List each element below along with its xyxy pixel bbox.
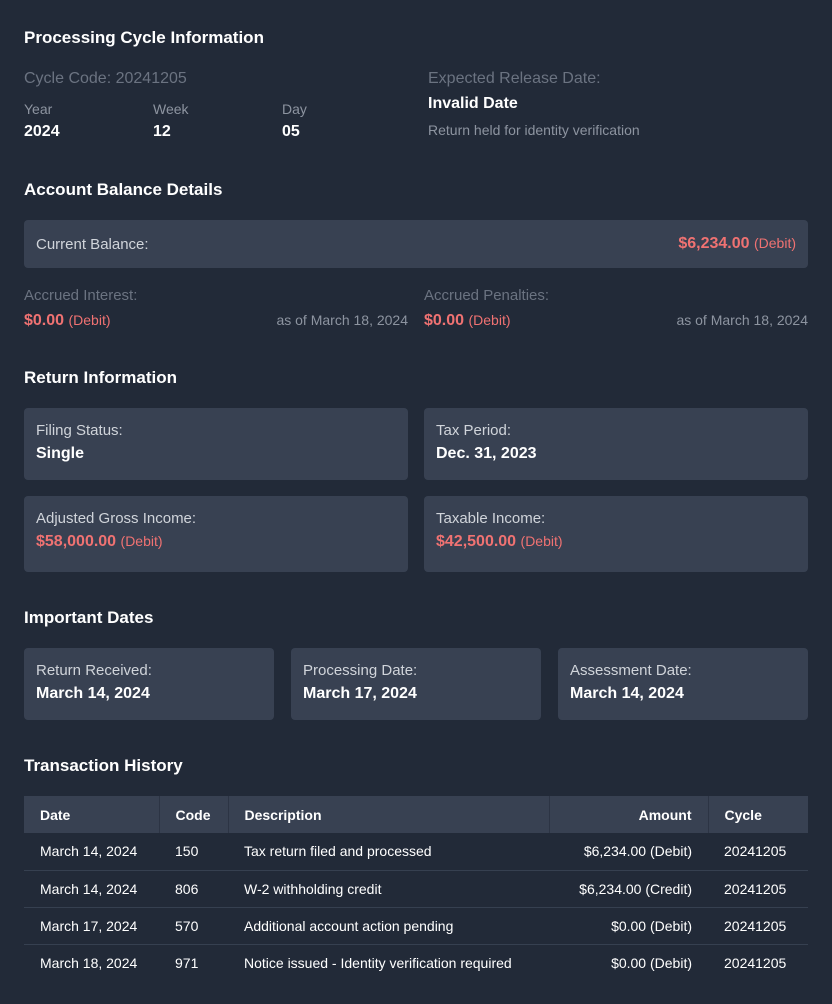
taxable-income-card: Taxable Income: $42,500.00 (Debit) (424, 496, 808, 572)
cell-date: March 17, 2024 (24, 906, 159, 944)
current-balance-label: Current Balance: (36, 235, 149, 253)
current-balance-value: $6,234.00 (678, 235, 750, 252)
current-balance-card: Current Balance: $6,234.00 (Debit) (24, 220, 808, 268)
accrued-interest-tag: (Debit) (68, 312, 111, 328)
accrued-penalties-tag: (Debit) (468, 312, 511, 328)
column-header-cycle[interactable]: Cycle (707, 796, 808, 833)
table-row: March 17, 2024 570 Additional account ac… (24, 906, 808, 944)
day-value: 05 (282, 123, 300, 140)
table-row: March 14, 2024 150 Tax return filed and … (24, 833, 808, 870)
section-title-transaction-history: Transaction History (24, 756, 183, 775)
accrued-penalties-amount: $0.00 (Debit) (424, 312, 511, 330)
cell-cycle: 20241205 (708, 943, 808, 981)
cell-cycle: 20241205 (724, 843, 787, 860)
cell-date: March 18, 2024 (24, 943, 159, 981)
processing-date-label: Processing Date: (303, 662, 418, 679)
cycle-year: Year 2024 (24, 101, 60, 141)
agi-amount: $58,000.00 (Debit) (36, 533, 396, 551)
cell-description: Tax return filed and processed (244, 843, 432, 860)
section-title-important-dates: Important Dates (24, 608, 154, 627)
assessment-date-value: March 14, 2024 (570, 685, 684, 702)
agi-label: Adjusted Gross Income: (36, 510, 197, 527)
cell-date: March 14, 2024 (40, 843, 138, 860)
agi-value: $58,000.00 (36, 533, 117, 550)
tax-period-label: Tax Period: (436, 422, 512, 439)
cell-code: 971 (159, 943, 228, 981)
accrued-interest-asof: as of March 18, 2024 (276, 312, 408, 328)
agi-card: Adjusted Gross Income: $58,000.00 (Debit… (24, 496, 408, 572)
release-date-label: Expected Release Date: (428, 70, 601, 87)
tax-period-card: Tax Period: Dec. 31, 2023 (424, 408, 808, 480)
cell-code: 570 (159, 906, 228, 944)
taxable-income-amount: $42,500.00 (Debit) (436, 533, 796, 551)
transaction-table: Date Code Description Amount Cycle March… (24, 796, 808, 981)
cell-code: 806 (159, 869, 228, 907)
assessment-date-card: Assessment Date: March 14, 2024 (558, 648, 808, 720)
year-value: 2024 (24, 123, 60, 140)
accrued-penalties-value: $0.00 (424, 312, 465, 329)
column-header-date[interactable]: Date (24, 796, 159, 833)
table-row: March 18, 2024 971 Notice issued - Ident… (24, 943, 808, 981)
cycle-week: Week 12 (153, 101, 189, 141)
section-title-return-information: Return Information (24, 368, 177, 387)
cell-amount: $6,234.00 (Credit) (549, 869, 708, 907)
current-balance-tag: (Debit) (753, 235, 796, 251)
cell-description: Additional account action pending (228, 906, 549, 944)
section-title-account-balance: Account Balance Details (24, 180, 223, 199)
day-label: Day (282, 101, 307, 117)
cycle-day: Day 05 (282, 101, 307, 141)
accrued-penalties: Accrued Penalties: $0.00 (Debit) as of M… (424, 287, 808, 330)
filing-status-card: Filing Status: Single (24, 408, 408, 480)
release-date-value: Invalid Date (428, 95, 518, 112)
accrued-interest: Accrued Interest: $0.00 (Debit) as of Ma… (24, 287, 408, 330)
year-label: Year (24, 101, 53, 117)
section-title-processing-cycle: Processing Cycle Information (24, 28, 264, 47)
accrued-interest-value: $0.00 (24, 312, 65, 329)
column-header-amount[interactable]: Amount (548, 796, 708, 833)
tax-period-value: Dec. 31, 2023 (436, 445, 537, 462)
week-label: Week (153, 101, 189, 117)
release-date-note: Return held for identity verification (428, 122, 640, 138)
processing-date-card: Processing Date: March 17, 2024 (291, 648, 541, 720)
week-value: 12 (153, 123, 171, 140)
taxable-income-tag: (Debit) (520, 533, 563, 549)
agi-tag: (Debit) (120, 533, 163, 549)
filing-status-value: Single (36, 445, 85, 462)
column-header-description[interactable]: Description (227, 796, 549, 833)
return-received-value: March 14, 2024 (36, 685, 150, 702)
table-row: March 14, 2024 806 W-2 withholding credi… (24, 869, 808, 907)
accrued-interest-amount: $0.00 (Debit) (24, 312, 111, 330)
taxable-income-label: Taxable Income: (436, 510, 546, 527)
accrued-penalties-asof: as of March 18, 2024 (676, 312, 808, 328)
cell-cycle: 20241205 (708, 906, 808, 944)
accrued-penalties-label: Accrued Penalties: (424, 287, 550, 304)
cell-amount: $0.00 (Debit) (549, 906, 708, 944)
processing-date-value: March 17, 2024 (303, 685, 417, 702)
filing-status-label: Filing Status: (36, 422, 123, 439)
cell-description: W-2 withholding credit (228, 869, 549, 907)
cell-cycle: 20241205 (708, 869, 808, 907)
cell-description: Notice issued - Identity verification re… (228, 943, 549, 981)
cell-date: March 14, 2024 (24, 869, 159, 907)
accrued-interest-label: Accrued Interest: (24, 287, 138, 304)
transaction-header-row: Date Code Description Amount Cycle (24, 796, 808, 833)
taxable-income-value: $42,500.00 (436, 533, 517, 550)
return-received-label: Return Received: (36, 662, 152, 679)
cell-amount: $0.00 (Debit) (549, 943, 708, 981)
column-header-code[interactable]: Code (158, 796, 228, 833)
current-balance-amount: $6,234.00 (Debit) (678, 235, 796, 253)
assessment-date-label: Assessment Date: (570, 662, 692, 679)
return-received-card: Return Received: March 14, 2024 (24, 648, 274, 720)
cycle-code: Cycle Code: 20241205 (24, 70, 187, 87)
cell-amount: $6,234.00 (Debit) (583, 843, 692, 860)
cell-code: 150 (175, 843, 199, 860)
